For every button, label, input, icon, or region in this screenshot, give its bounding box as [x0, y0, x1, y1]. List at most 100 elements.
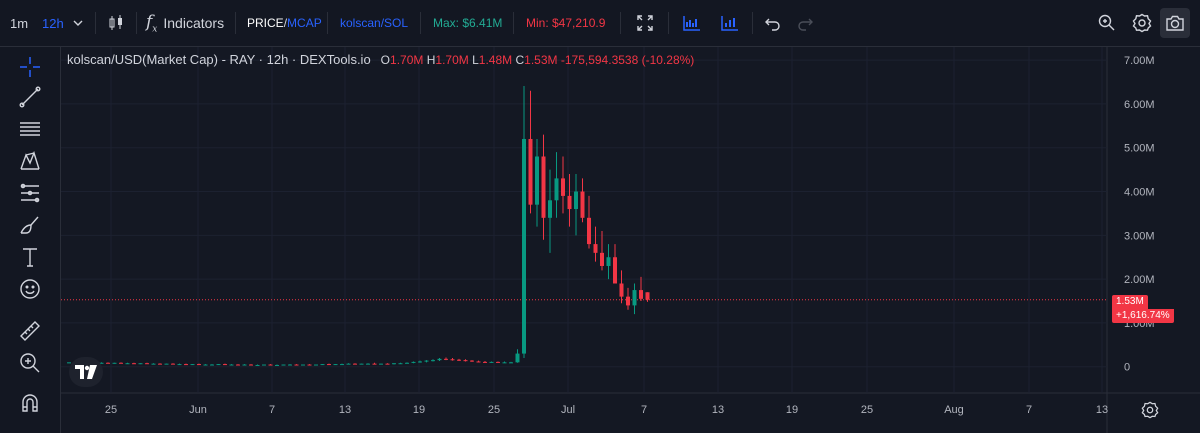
x-tick-label: 19 — [413, 404, 425, 416]
x-tick-label: Jun — [189, 404, 207, 416]
horizontal-lines-tool[interactable] — [14, 113, 46, 145]
quick-search-button[interactable] — [1097, 0, 1117, 46]
candle-body — [418, 361, 422, 363]
candle-body — [106, 362, 110, 364]
volume-button[interactable] — [720, 0, 740, 46]
ruler-icon — [20, 321, 40, 341]
candle-body — [125, 363, 130, 365]
current-price-value: 1.53M — [1116, 296, 1144, 307]
candle-body — [509, 362, 513, 364]
max-label: Max: $6.41M — [433, 16, 503, 30]
interval-dropdown-button[interactable] — [72, 0, 84, 46]
undo-icon — [765, 18, 780, 31]
emoji-icon — [20, 279, 40, 299]
current-change-label: +1,616.74% — [1112, 309, 1174, 323]
candle-body — [158, 363, 162, 365]
candle-body — [112, 362, 117, 364]
zoom-in-tool[interactable] — [14, 347, 46, 379]
fullscreen-button[interactable] — [636, 0, 654, 46]
x-tick-label: Aug — [944, 404, 964, 416]
candle-body — [554, 178, 559, 201]
x-tick-label: 25 — [105, 404, 117, 416]
volume-icon — [721, 16, 738, 31]
candle-body — [457, 359, 461, 361]
trend-line-icon — [19, 86, 41, 108]
toolbar-divider — [235, 12, 236, 34]
search-icon — [1098, 14, 1115, 31]
magnet-tool[interactable] — [14, 387, 46, 419]
max-value: Max: $6.41M — [433, 0, 502, 46]
candle-body — [294, 364, 299, 366]
candle-body — [541, 156, 546, 218]
text-icon — [23, 248, 37, 267]
candle-body — [327, 364, 331, 366]
crosshair-tool[interactable] — [14, 51, 46, 83]
interval-1m-button[interactable]: 1m — [10, 0, 28, 46]
indicators-label: Indicators — [163, 15, 225, 31]
candle-body — [619, 283, 624, 297]
zoom-in-icon — [20, 353, 40, 373]
x-tick-label: 19 — [786, 404, 798, 416]
candle-body — [281, 364, 286, 366]
candle-body — [366, 363, 370, 365]
candle-body — [99, 362, 104, 364]
toolbar-divider — [513, 12, 514, 34]
chart-type-button[interactable] — [106, 0, 126, 46]
legend-high-value: 1.70M — [435, 52, 469, 67]
indicators-button[interactable]: fx Indicators — [146, 0, 224, 46]
compare-button[interactable] — [682, 0, 702, 46]
candle-body — [483, 361, 487, 363]
chart-legend: kolscan/USD(Market Cap) - RAY · 12h · DE… — [67, 52, 694, 67]
current-price-label: 1.53M — [1112, 295, 1148, 309]
candle-body — [502, 362, 507, 364]
candle-body — [346, 363, 351, 365]
candle-body — [463, 360, 468, 362]
brush-tool[interactable] — [14, 209, 46, 241]
undo-button[interactable] — [764, 0, 782, 46]
candle-body — [197, 364, 201, 366]
redo-button[interactable] — [796, 0, 814, 46]
tradingview-logo[interactable] — [69, 357, 103, 387]
min-label: Min: $47,210.9 — [526, 16, 606, 30]
chart-settings-button[interactable] — [1141, 401, 1163, 423]
settings-button[interactable] — [1132, 0, 1152, 46]
pair-label: kolscan/SOL — [340, 16, 409, 30]
candle-body — [301, 364, 305, 366]
y-tick-label: 2.00M — [1124, 274, 1155, 286]
fib-tool[interactable] — [14, 177, 46, 209]
screenshot-button[interactable] — [1160, 8, 1190, 38]
x-tick-label: 7 — [641, 404, 647, 416]
text-tool[interactable] — [14, 241, 46, 273]
candle-body — [333, 364, 338, 366]
mcap-label: MCAP — [287, 16, 322, 30]
redo-icon — [798, 18, 813, 31]
pattern-tool[interactable] — [14, 145, 46, 177]
interval-12h-button[interactable]: 12h — [42, 0, 64, 46]
x-tick-label: Jul — [561, 404, 575, 416]
y-tick-label: 4.00M — [1124, 187, 1155, 199]
candle-body — [437, 358, 442, 361]
candle-body — [424, 360, 429, 362]
chevron-down-icon — [73, 20, 83, 26]
horizontal-lines-icon — [20, 122, 40, 136]
pair-selector-button[interactable]: kolscan/SOL — [340, 0, 408, 46]
candle-body — [249, 364, 253, 366]
trend-line-tool[interactable] — [14, 81, 46, 113]
chart-area[interactable]: 0 1.00M 2.00M 3.00M 4.00M 5.00M 6.00M 7.00M 25 Ju… — [61, 47, 1200, 433]
candle-body — [639, 290, 643, 299]
candle-body — [398, 363, 403, 365]
candle-body — [190, 364, 195, 366]
candle-body — [210, 364, 214, 366]
candle-body — [561, 178, 565, 196]
brush-icon — [20, 216, 39, 234]
candle-body — [314, 364, 318, 366]
candle-body — [548, 200, 552, 218]
drawing-toolbar — [0, 47, 61, 433]
candle-body — [626, 296, 630, 306]
candle-body — [496, 361, 500, 363]
emoji-tool[interactable] — [14, 273, 46, 305]
ruler-tool[interactable] — [14, 315, 46, 347]
price-mcap-toggle[interactable]: PRICE / MCAP — [247, 0, 322, 46]
candle-body — [340, 364, 344, 366]
